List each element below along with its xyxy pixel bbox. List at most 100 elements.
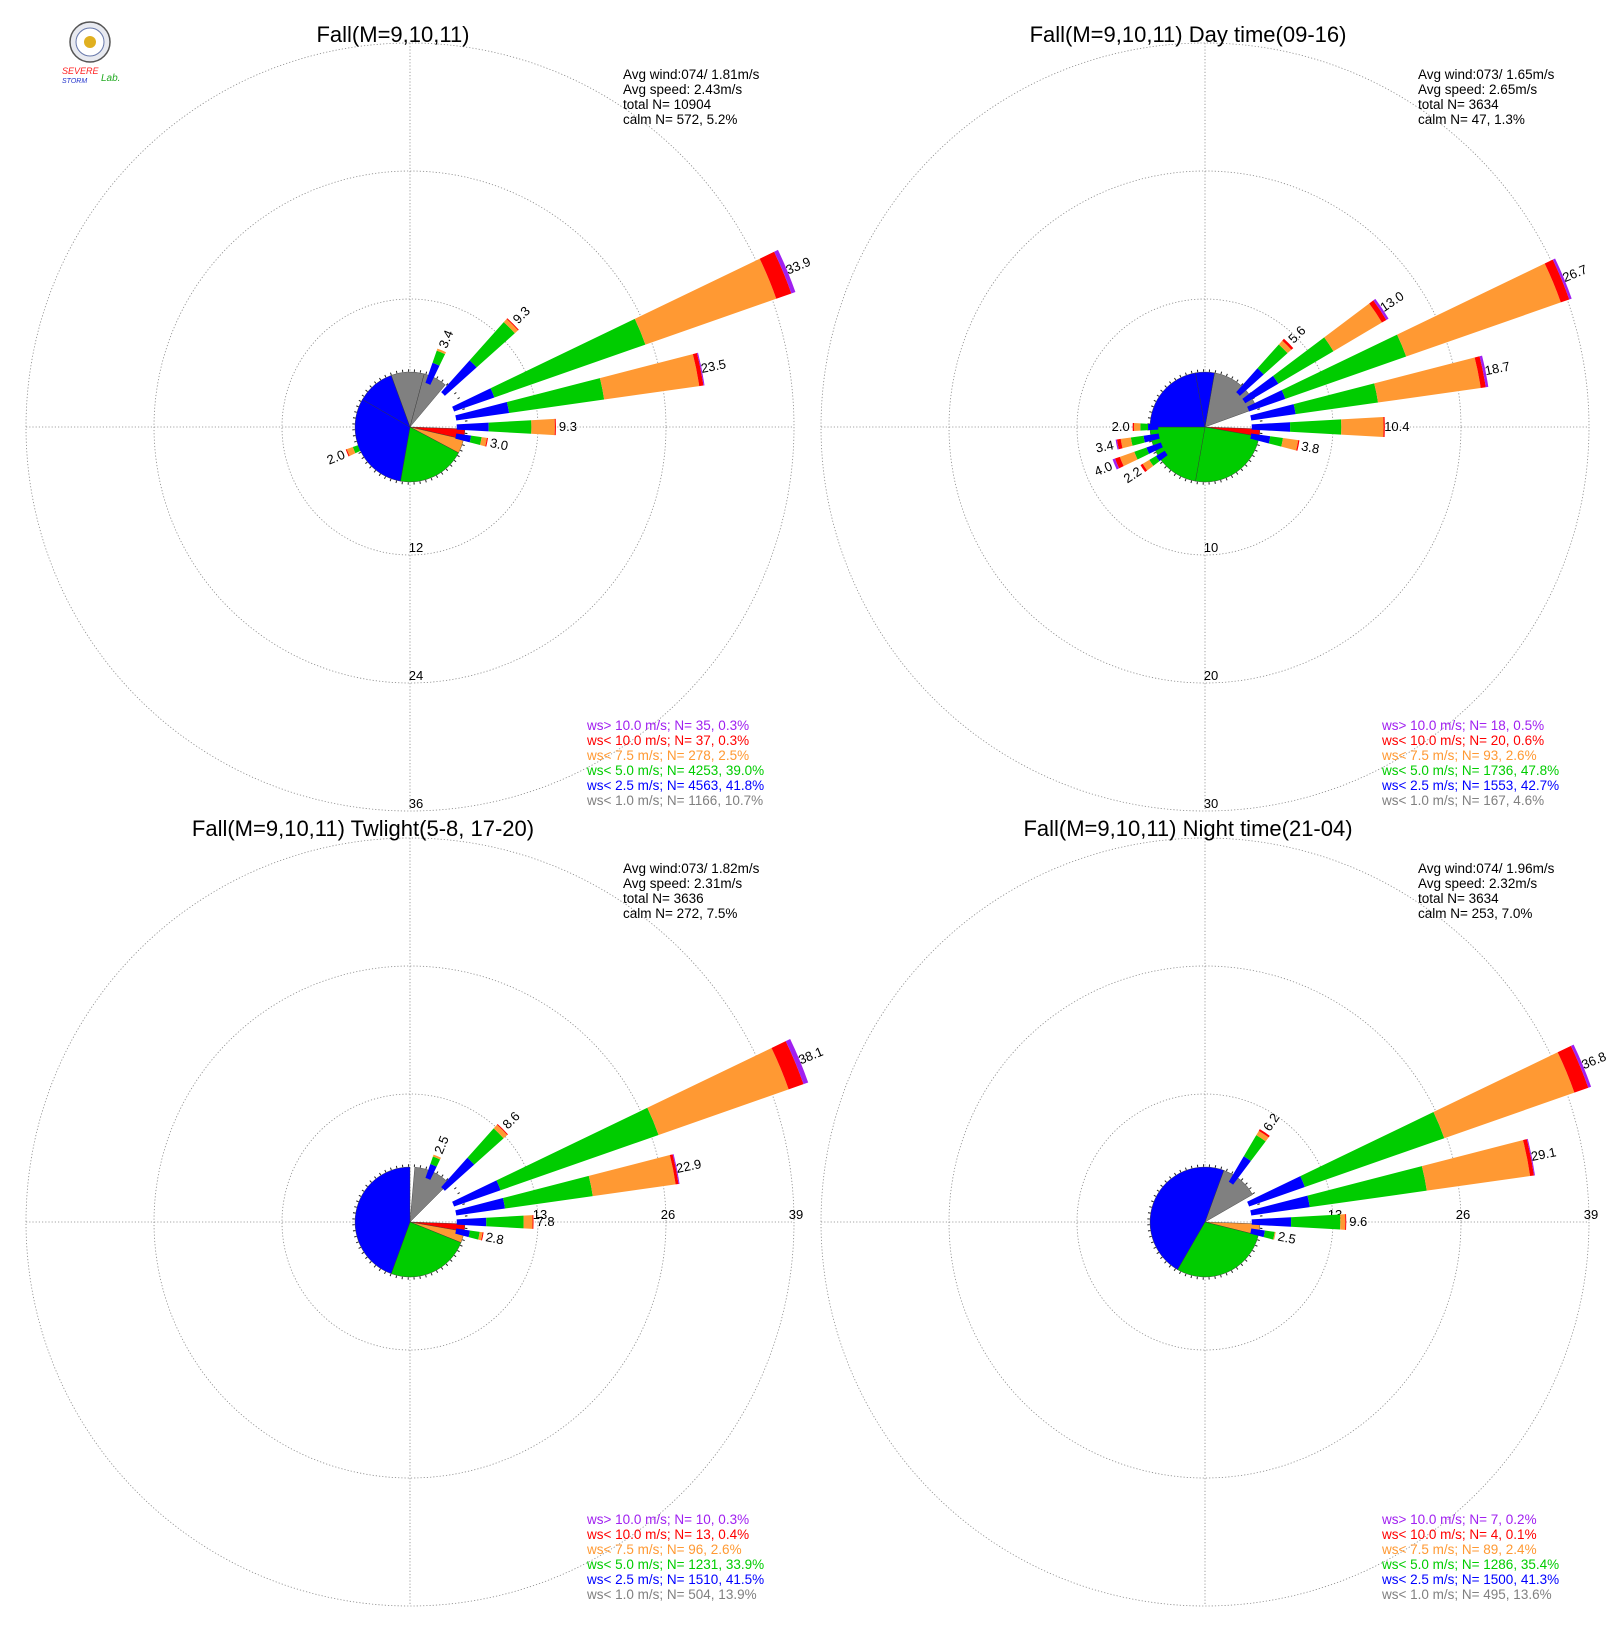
- direction-bar-segment: [1116, 438, 1123, 450]
- direction-bar-label: 3.0: [489, 435, 510, 453]
- stats-block: Avg wind:074/ 1.81m/s Avg speed: 2.43m/s…: [623, 67, 760, 127]
- direction-bar-segment: [1148, 423, 1159, 431]
- direction-bar-segment: [531, 418, 555, 436]
- direction-bar-segment: [455, 1228, 470, 1238]
- panel-fall-nighttime: 13 26 396.236.829.19.62.5 Fall(M=9,10,11) …: [820, 816, 1608, 1607]
- direction-bar-segment: [425, 362, 440, 385]
- direction-bar-label: 2.5: [431, 1134, 452, 1156]
- direction-bar-label: 26.7: [1560, 261, 1589, 285]
- direction-bar-segment: [1341, 417, 1384, 437]
- direction-bar-segment: [452, 388, 495, 412]
- direction-bar-label: 9.3: [510, 303, 533, 326]
- stat-avg-speed: Avg speed: 2.31m/s: [623, 876, 742, 891]
- direction-bar-segment: [1373, 298, 1389, 320]
- ring-label: 39: [1584, 1207, 1598, 1222]
- direction-bar-segment: [1251, 422, 1291, 432]
- direction-bar-segment: [1149, 455, 1160, 466]
- logo-text-storm: STORM: [62, 78, 87, 85]
- direction-bar-segment: [1263, 1230, 1275, 1240]
- direction-bar-segment: [1300, 1112, 1445, 1188]
- direction-bar-segment: [1324, 303, 1382, 352]
- direction-bar-segment: [1243, 1135, 1266, 1162]
- direction-bar-segment: [432, 350, 446, 366]
- legend-ws-gt10: ws> 10.0 m/s; N= 18, 0.5%: [1381, 718, 1544, 733]
- direction-bar-segment: [452, 1180, 501, 1207]
- legend-ws-lt5: ws< 5.0 m/s; N= 4253, 39.0%: [586, 763, 764, 778]
- direction-bar-segment: [1374, 357, 1481, 403]
- speed-legend: ws> 10.0 m/s; N= 18, 0.5% ws< 10.0 m/s; …: [1381, 718, 1559, 808]
- legend-ws-lt5: ws< 5.0 m/s; N= 1736, 47.8%: [1381, 763, 1559, 778]
- direction-bar-segment: [1544, 259, 1570, 303]
- stat-avg-speed: Avg speed: 2.43m/s: [623, 82, 742, 97]
- direction-bar-segment: [1133, 423, 1141, 431]
- direction-bar-segment: [647, 1048, 789, 1135]
- direction-bar-segment: [1421, 1140, 1531, 1191]
- direction-bar-label: 3.4: [436, 328, 457, 350]
- direction-bar-segment: [469, 322, 515, 368]
- direction-bar-label: 4.0: [1092, 458, 1114, 479]
- direction-bar-segment: [469, 435, 482, 446]
- core-sector: [362, 375, 411, 428]
- direction-bar-segment: [1140, 463, 1148, 473]
- direction-bar-segment: [455, 402, 510, 421]
- ring-label: 20: [1204, 668, 1218, 683]
- direction-bar-segment: [1397, 263, 1561, 357]
- direction-bar-segment: [669, 1154, 679, 1185]
- direction-bar-label: 22.9: [675, 1156, 703, 1176]
- direction-bar-segment: [430, 1156, 441, 1167]
- ring-label: 30: [1204, 796, 1218, 811]
- direction-bar-segment: [1247, 1176, 1305, 1207]
- direction-bar-label: 3.4: [1094, 437, 1115, 455]
- direction-bar-segment: [486, 1215, 524, 1229]
- core-sector: [354, 1166, 411, 1274]
- stat-total-n: total N= 3634: [1418, 97, 1499, 112]
- direction-bar-segment: [1119, 451, 1138, 467]
- core-sector: [1149, 1166, 1225, 1270]
- stat-calm-n: calm N= 253, 7.0%: [1418, 906, 1532, 921]
- direction-bar-segment: [696, 352, 705, 386]
- stat-calm-n: calm N= 572, 5.2%: [623, 112, 737, 127]
- legend-ws-lt10: ws< 10.0 m/s; N= 20, 0.6%: [1381, 733, 1544, 748]
- direction-bar-segment: [1256, 1130, 1269, 1142]
- legend-ws-gt10: ws> 10.0 m/s; N= 35, 0.3%: [586, 718, 749, 733]
- direction-bar-segment: [1522, 1139, 1535, 1177]
- direction-bar-label: 2.8: [484, 1229, 505, 1247]
- stat-avg-wind: Avg wind:074/ 1.81m/s: [623, 67, 760, 82]
- panel-fall-daytime: 1020305.613.026.718.710.43.82.24.03.42.0…: [820, 22, 1590, 812]
- legend-ws-lt1: ws< 1.0 m/s; N= 495, 13.6%: [1381, 1587, 1552, 1602]
- stat-total-n: total N= 3636: [623, 891, 704, 906]
- legend-ws-lt10: ws< 10.0 m/s; N= 4, 0.1%: [1381, 1527, 1537, 1542]
- direction-bar-segment: [490, 318, 646, 398]
- direction-bar-segment: [496, 1107, 659, 1191]
- rose-plot: 13 26 39 2.5 8.6 38.1 22.9 7.8 2.8: [25, 837, 825, 1607]
- direction-bar-segment: [1526, 1138, 1535, 1176]
- direction-bar-segment: [554, 418, 556, 436]
- legend-ws-lt7-5: ws< 7.5 m/s; N= 96, 2.6%: [586, 1542, 742, 1557]
- legend-ws-lt7-5: ws< 7.5 m/s; N= 93, 2.6%: [1381, 748, 1537, 763]
- direction-bar-segment: [1228, 1156, 1251, 1185]
- legend-ws-lt1: ws< 1.0 m/s; N= 167, 4.6%: [1381, 793, 1544, 808]
- stats-block: Avg wind:074/ 1.96m/s Avg speed: 2.32m/s…: [1418, 861, 1555, 921]
- direction-bar-segment: [1570, 1044, 1592, 1088]
- direction-bar-segment: [1293, 383, 1379, 415]
- direction-bar-segment: [481, 1232, 484, 1241]
- direction-bar-segment: [496, 1124, 508, 1136]
- core-sector: [1149, 426, 1206, 482]
- speed-legend: ws> 10.0 m/s; N= 35, 0.3% ws< 10.0 m/s; …: [586, 718, 764, 808]
- stat-calm-n: calm N= 47, 1.3%: [1418, 112, 1525, 127]
- direction-bar-segment: [1281, 438, 1299, 451]
- direction-bar-label: 18.7: [1483, 359, 1511, 379]
- direction-bar-segment: [1142, 459, 1154, 471]
- direction-bar-segment: [532, 1215, 534, 1229]
- direction-bar-segment: [345, 449, 350, 457]
- direction-bar-segment: [506, 378, 605, 413]
- direction-bar-segment: [488, 420, 532, 434]
- direction-bar-segment: [1115, 439, 1119, 450]
- direction-bar-label: 36.8: [1579, 1049, 1608, 1073]
- core-sector: [400, 426, 459, 483]
- panel-title: Fall(M=9,10,11) Twlight(5-8, 17-20): [192, 816, 534, 841]
- direction-bar-segment: [672, 1154, 680, 1185]
- direction-bar-segment: [502, 1175, 593, 1209]
- stat-avg-speed: Avg speed: 2.65m/s: [1418, 82, 1537, 97]
- direction-bar-segment: [1143, 433, 1160, 443]
